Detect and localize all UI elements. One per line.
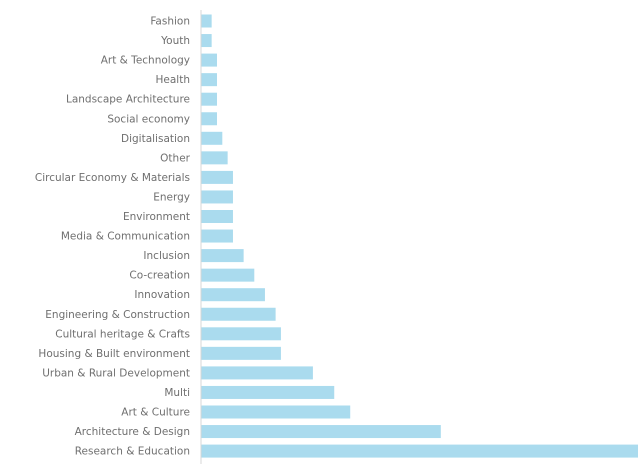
category-label: Environment xyxy=(123,211,190,223)
bar xyxy=(201,190,233,204)
category-label: Social economy xyxy=(107,113,190,125)
bar xyxy=(201,307,276,321)
category-label: Youth xyxy=(160,35,190,47)
bar xyxy=(201,14,212,28)
bar xyxy=(201,444,638,458)
bar xyxy=(201,288,265,302)
bar xyxy=(201,210,233,223)
category-label: Digitalisation xyxy=(121,133,190,145)
category-label: Circular Economy & Materials xyxy=(35,172,190,184)
category-label: Cultural heritage & Crafts xyxy=(55,328,190,340)
bar xyxy=(201,229,233,243)
bar xyxy=(201,385,335,399)
category-label: Art & Technology xyxy=(101,55,190,67)
bar xyxy=(201,327,281,341)
category-label: Engineering & Construction xyxy=(45,309,190,321)
category-label: Architecture & Design xyxy=(75,426,190,438)
category-label: Housing & Built environment xyxy=(38,348,190,360)
bar xyxy=(201,112,217,126)
category-label: Research & Education xyxy=(75,446,190,458)
bar xyxy=(201,92,217,106)
category-label: Landscape Architecture xyxy=(66,94,190,106)
bar xyxy=(201,268,255,282)
bar xyxy=(201,405,351,419)
category-label: Urban & Rural Development xyxy=(42,367,190,379)
bar xyxy=(201,34,212,48)
category-label: Media & Communication xyxy=(61,231,190,243)
bar xyxy=(201,249,244,263)
bar xyxy=(201,170,233,184)
category-label: Co-creation xyxy=(129,270,190,282)
category-label: Fashion xyxy=(150,16,190,28)
category-label: Art & Culture xyxy=(121,407,190,419)
bar xyxy=(201,131,223,145)
category-label: Health xyxy=(156,74,190,86)
category-label: Other xyxy=(160,152,190,164)
bar xyxy=(201,366,313,380)
category-label: Innovation xyxy=(134,289,190,301)
bar xyxy=(201,425,441,439)
category-label: Inclusion xyxy=(143,250,190,262)
bar xyxy=(201,53,217,67)
bar xyxy=(201,73,217,87)
bars xyxy=(201,14,638,458)
bar xyxy=(201,346,281,360)
category-labels: Fashion Youth Art & Technology Health Landsc… xyxy=(35,16,191,458)
bar xyxy=(201,151,228,165)
category-label: Energy xyxy=(153,191,190,203)
category-label: Multi xyxy=(164,387,190,399)
